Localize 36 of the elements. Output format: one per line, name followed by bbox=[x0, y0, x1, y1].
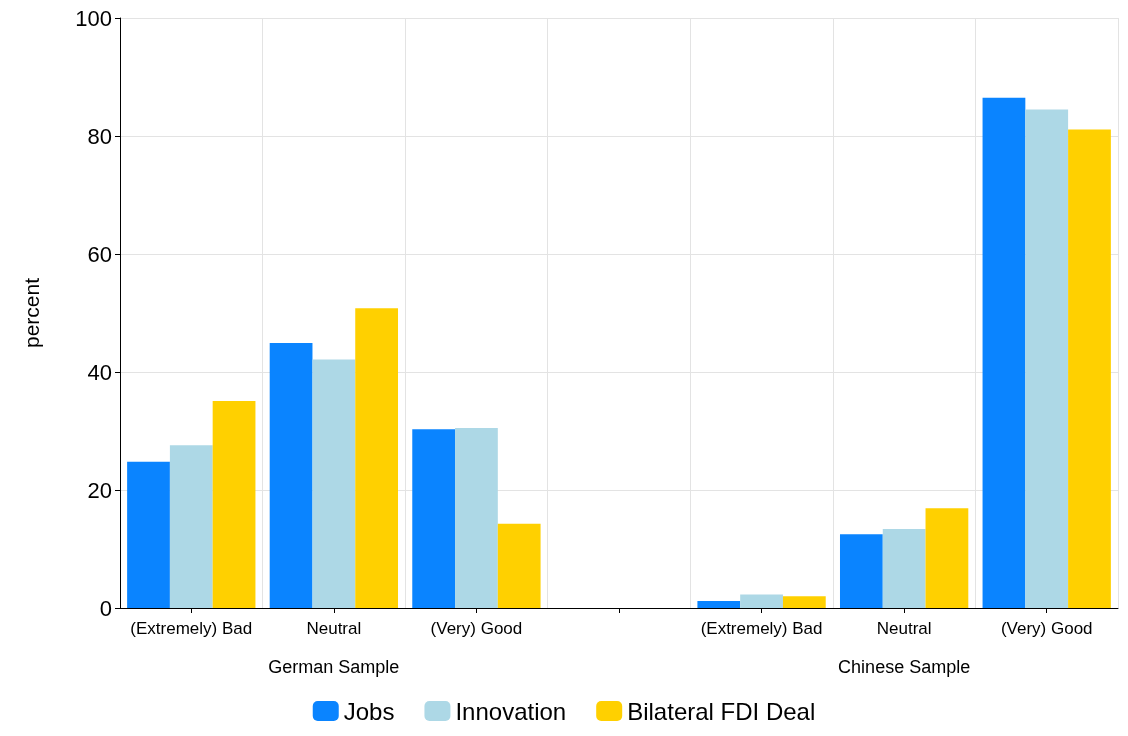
bar bbox=[882, 528, 926, 608]
text: Chinese Sample bbox=[838, 657, 971, 677]
bar bbox=[1025, 109, 1069, 608]
bar bbox=[127, 461, 170, 608]
bar bbox=[269, 343, 313, 608]
x-tick-label: Neutral bbox=[306, 619, 362, 638]
bar bbox=[925, 508, 969, 608]
x-tick-label: (Extremely) Bad bbox=[700, 619, 823, 638]
legend-label: Bilateral FDI Deal bbox=[627, 697, 816, 725]
legend-label: Innovation bbox=[455, 697, 567, 725]
y-tick-label: 40 bbox=[87, 359, 112, 385]
x-tick-label: (Very) Good bbox=[1000, 619, 1093, 638]
text: German Sample bbox=[268, 657, 400, 677]
bar bbox=[212, 400, 256, 608]
bar bbox=[697, 600, 741, 608]
y-tick-label: 80 bbox=[87, 123, 112, 149]
bar bbox=[982, 97, 1026, 608]
bar bbox=[455, 428, 498, 608]
y-tick-label: 20 bbox=[87, 477, 112, 503]
x-tick-label: (Extremely) Bad bbox=[130, 619, 253, 638]
y-tick-label: 60 bbox=[87, 241, 112, 267]
x-tick-label: (Very) Good bbox=[430, 619, 523, 638]
bar bbox=[355, 308, 399, 608]
y-axis-title: percent bbox=[20, 277, 43, 349]
y-tick-label: 100 bbox=[75, 5, 112, 31]
bar bbox=[1068, 129, 1111, 608]
bar bbox=[312, 359, 356, 608]
bar bbox=[412, 429, 456, 608]
bar bbox=[740, 594, 783, 608]
x-tick-label: Neutral bbox=[876, 619, 932, 638]
y-tick-label: 0 bbox=[99, 595, 112, 621]
bar bbox=[169, 445, 213, 608]
bar bbox=[782, 596, 826, 608]
legend-label: Jobs bbox=[343, 697, 395, 725]
bar bbox=[497, 523, 541, 608]
bar bbox=[839, 534, 883, 608]
